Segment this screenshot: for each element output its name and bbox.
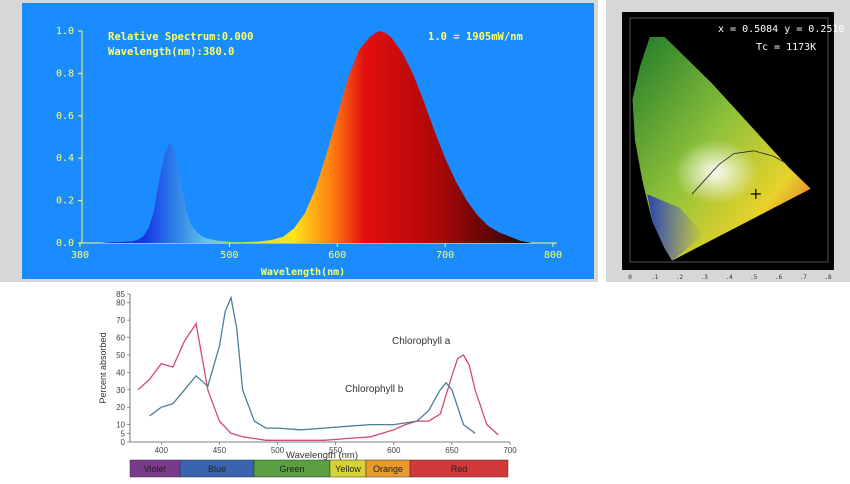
visible-spectrum-bar: Violet Blue Green Yellow Orange Red [129, 459, 509, 478]
chlorophyll-a-label: Chlorophyll a [392, 336, 451, 347]
absorption-x-tick-label: 700 [503, 446, 517, 455]
absorption-y-tick-label: 70 [116, 316, 125, 325]
spectrum-y-tick-label: 1.0 [56, 26, 74, 37]
cie-frame [629, 17, 829, 263]
absorption-y-tick-label: 10 [116, 421, 125, 430]
spectrum-y-tick-label: 0.0 [56, 238, 74, 249]
spectrum-bar-segment [409, 459, 509, 478]
cie-x-tick-label: .7 [800, 274, 808, 281]
spectrum-y-tick-label: 0.8 [56, 68, 74, 79]
cie-point-marker [750, 188, 761, 199]
cie-x-tick-label: .8 [824, 274, 832, 281]
spectrum-x-tick-label: 380 [71, 250, 89, 261]
cie-x-tick-label: 0 [628, 274, 632, 281]
chlorophyll-b-label: Chlorophyll b [345, 384, 404, 395]
absorption-y-tick-label: 30 [116, 386, 125, 395]
cie-x-tick-label: .3 [701, 274, 709, 281]
cie-blue-region [647, 194, 705, 261]
absorption-y-tick-label: 50 [116, 351, 125, 360]
absorption-x-axis-label: Wavelength (nm) [286, 450, 358, 461]
spectrum-bar-label: Violet [144, 464, 167, 474]
cie-readout-xy: x = 0.5084 y = 0.2510 [718, 24, 844, 35]
scale-note: 1.0 = 1905mW/nm [428, 31, 523, 43]
cie-x-tick-label: .6 [775, 274, 783, 281]
cie-chart: 0.1.2.3.4.5.6.7.8 x = 0.5084 y = 0.2510 … [622, 12, 844, 281]
readout-relative-spectrum: Relative Spectrum:0.000 [108, 31, 253, 43]
cie-x-tick-label: .1 [651, 274, 659, 281]
cie-x-tick-label: .4 [725, 274, 733, 281]
absorption-y-tick-label: 85 [116, 290, 125, 299]
absorption-y-tick-label: 60 [116, 334, 125, 343]
chlorophyll-a-line [137, 321, 499, 441]
spectrum-x-tick-label: 800 [544, 250, 562, 261]
absorption-y-tick-label: 20 [116, 403, 125, 412]
absorption-y-tick-label: 80 [116, 299, 125, 308]
cie-x-tick-label: .5 [750, 274, 758, 281]
absorption-panel: 0 5 10 20 30 40 50 60 70 80 85 400 450 500 550 600 650 70… [90, 286, 520, 479]
spectrum-bar-label: Orange [373, 464, 403, 474]
absorption-x-tick-label: 500 [271, 446, 285, 455]
spectrum-bar-label: Green [279, 464, 304, 474]
spectrum-y-tick-label: 0.2 [56, 196, 74, 207]
absorption-x-tick-label: 450 [213, 446, 227, 455]
absorption-y-tick-label: 0 [121, 438, 126, 447]
chlorophyll-b-line [149, 295, 476, 434]
absorption-x-tick-label: 550 [329, 446, 343, 455]
absorption-x-tick-label: 600 [387, 446, 401, 455]
cie-white-region [674, 140, 758, 204]
spectrum-panel: 0.0 0.2 0.4 0.6 0.8 1.0 380 500 600 700 800 Relati… [0, 0, 598, 282]
readout-wavelength: Wavelength(nm):380.0 [108, 46, 234, 58]
spectrum-chart: 0.0 0.2 0.4 0.6 0.8 1.0 380 500 600 700 800 Relati… [22, 3, 594, 279]
spectrum-x-axis-label: Wavelength(nm) [261, 267, 345, 278]
spectrum-x-tick-label: 600 [328, 250, 346, 261]
cie-readout-tc: Tc = 1173K [756, 42, 816, 53]
cie-axes: 0 .1 .2 .3 .4 .5 .6 .7 .8 [628, 17, 832, 281]
spectrum-bar-label: Blue [208, 464, 226, 474]
absorption-y-tick-label: 5 [121, 429, 126, 438]
spectrum-area [100, 31, 532, 243]
spectrum-bar-label: Yellow [335, 464, 361, 474]
absorption-y-axis-label: Percent absorbed [98, 332, 108, 403]
spectrum-bar-label: Red [451, 464, 468, 474]
absorption-y-tick-label: 40 [116, 368, 125, 377]
absorption-x-tick-label: 400 [155, 446, 169, 455]
cie-x-tick-label: .2 [676, 274, 684, 281]
spectrum-x-tick-label: 500 [220, 250, 238, 261]
spectrum-y-tick-label: 0.6 [56, 111, 74, 122]
planckian-locus [691, 150, 789, 195]
cie-panel: 0.1.2.3.4.5.6.7.8 x = 0.5084 y = 0.2510 … [606, 0, 850, 282]
spectrum-x-tick-label: 700 [436, 250, 454, 261]
spectrum-y-tick-label: 0.4 [56, 153, 74, 164]
absorption-x-tick-label: 650 [445, 446, 459, 455]
